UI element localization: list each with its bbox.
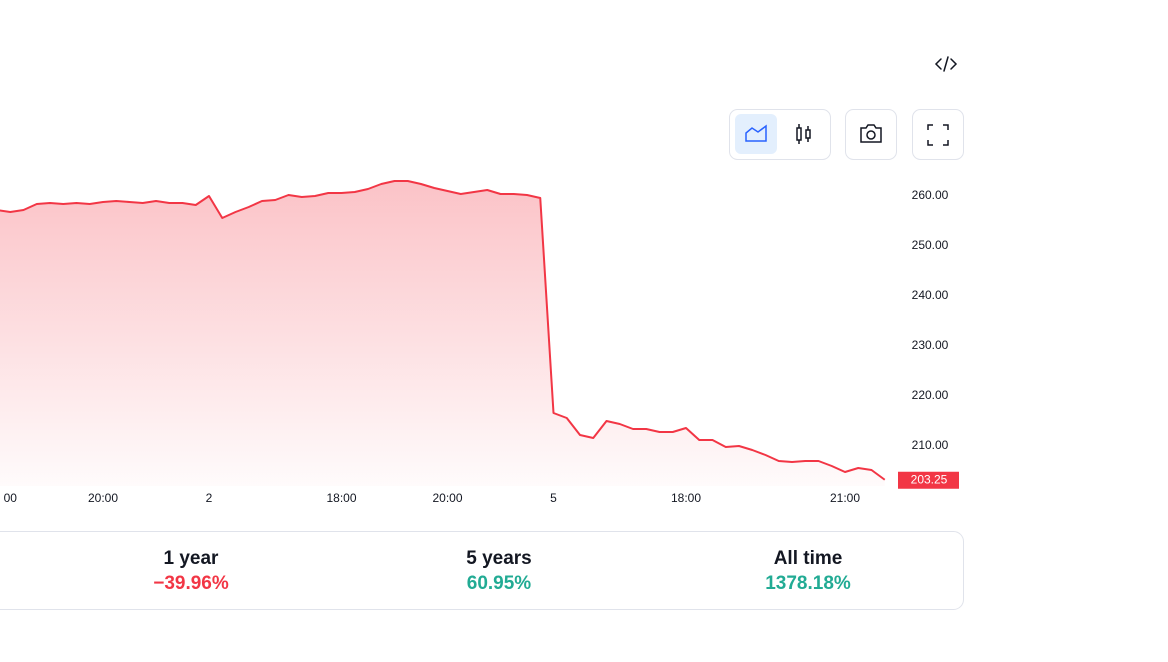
period-label: All time — [774, 548, 843, 569]
performance: 1 year −39.96% 5 years 60.95% All time 1378.1… — [153, 548, 851, 594]
candle-style-button[interactable] — [796, 124, 811, 144]
camera-icon — [860, 124, 882, 143]
area-style-button[interactable] — [735, 114, 777, 154]
period-change: −39.96% — [153, 573, 229, 594]
x-tick-label: 5 — [550, 491, 557, 505]
y-tick-label: 240.00 — [912, 288, 949, 302]
x-tick-label: 00 — [4, 491, 18, 505]
x-tick-label: 20:00 — [432, 491, 462, 505]
y-tick-label: 230.00 — [912, 338, 949, 352]
y-tick-label: 250.00 — [912, 238, 949, 252]
period-change: 1378.18% — [765, 573, 851, 594]
period-label: 5 years — [466, 548, 532, 569]
period-change: 60.95% — [467, 573, 532, 594]
y-tick-label: 260.00 — [912, 188, 949, 202]
x-tick-label: 18:00 — [671, 491, 701, 505]
area-icon — [745, 124, 767, 142]
x-tick-label: 2 — [206, 491, 213, 505]
fullscreen-icon — [927, 124, 949, 146]
area-fill — [0, 181, 885, 486]
chart: 210.00 220.00 230.00 240.00 250.00 260.00 00 20… — [0, 180, 959, 505]
screenshot-button[interactable] — [845, 109, 897, 160]
period-label: 1 year — [164, 548, 220, 569]
y-tick-label: 210.00 — [912, 438, 949, 452]
x-tick-label: 20:00 — [88, 491, 118, 505]
fullscreen-button[interactable] — [912, 109, 964, 160]
last-price-label: 203.25 — [911, 472, 948, 486]
last-price-tag — [898, 471, 959, 489]
price-line — [0, 180, 886, 481]
y-tick-label: 220.00 — [912, 388, 949, 402]
embed-button[interactable] — [934, 56, 958, 72]
x-tick-label: 21:00 — [830, 491, 860, 505]
x-tick-label: 18:00 — [326, 491, 356, 505]
performance-panel — [0, 531, 964, 610]
